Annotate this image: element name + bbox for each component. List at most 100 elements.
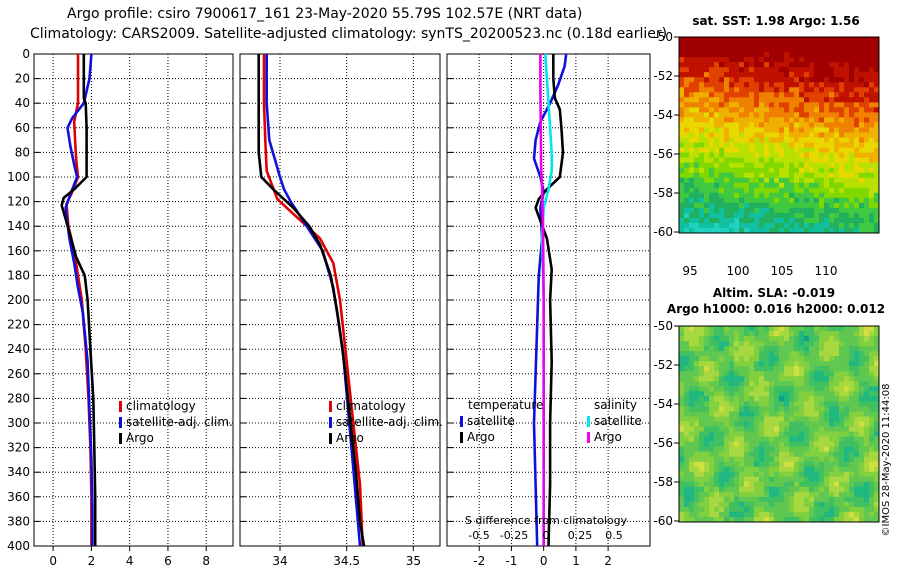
sla-cell [809, 401, 815, 407]
sla-cell [704, 431, 710, 437]
sla-cell [759, 491, 765, 498]
sla-cell [804, 491, 810, 498]
sla-cell [694, 471, 700, 478]
sla-cell [689, 416, 695, 422]
sst-cell [799, 67, 805, 73]
sst-cell [704, 132, 710, 138]
sla-cell [844, 361, 850, 367]
sla-cell [799, 336, 805, 342]
sst-cell [689, 57, 695, 63]
sst-cell [834, 57, 840, 63]
sla-cell [734, 346, 740, 352]
sla-cell [839, 336, 845, 342]
sst-cell [754, 107, 760, 113]
sst-cell [704, 152, 710, 159]
sla-cell [719, 416, 725, 422]
sla-cell [829, 376, 835, 382]
sla-cell [694, 366, 700, 372]
sst-cell [804, 122, 810, 128]
sla-cell [744, 506, 750, 513]
sst-cell [814, 112, 820, 118]
sst-cell [819, 92, 825, 98]
sst-cell [744, 217, 750, 224]
sst-cell [864, 212, 870, 219]
sst-cell [679, 177, 685, 184]
sst-cell [724, 217, 730, 224]
sla-cell [754, 456, 760, 463]
sla-cell [849, 431, 855, 437]
sla-cell [724, 491, 730, 498]
sla-cell [874, 341, 880, 347]
sla-cell [824, 376, 830, 382]
sla-cell [854, 406, 860, 412]
sst-cell [789, 212, 795, 219]
sst-cell [709, 37, 715, 43]
sla-cell [724, 391, 730, 397]
sla-cell [759, 376, 765, 382]
sla-cell [759, 346, 765, 352]
sla-cell [709, 431, 715, 437]
sst-cell [849, 127, 855, 133]
sla-cell [869, 331, 875, 337]
sst-cell [714, 187, 720, 194]
sla-cell [789, 466, 795, 473]
sst-cell [849, 77, 855, 83]
sla-cell [719, 381, 725, 387]
sst-cell [759, 87, 765, 93]
sst-cell [799, 192, 805, 199]
sst-cell [709, 162, 715, 169]
sla-cell [694, 491, 700, 498]
sst-cell [869, 47, 875, 53]
sst-cell [844, 162, 850, 169]
sla-cell [764, 386, 770, 392]
sla-cell [849, 356, 855, 362]
sla-cell [739, 366, 745, 372]
sla-cell [759, 401, 765, 407]
sst-cell [799, 37, 805, 43]
sla-cell [769, 436, 775, 442]
sst-cell [754, 82, 760, 88]
sst-cell [869, 92, 875, 98]
sla-cell [739, 416, 745, 422]
sla-cell [789, 426, 795, 432]
sla-cell [739, 501, 745, 508]
sla-cell [699, 476, 705, 483]
sla-cell [814, 436, 820, 442]
sst-cell [689, 142, 695, 148]
sla-cell [839, 471, 845, 478]
sla-cell [744, 426, 750, 432]
sla-cell [764, 461, 770, 468]
sst-cell [829, 182, 835, 189]
sla-map-lat-label-3: -56 [653, 436, 673, 450]
sst-cell [784, 197, 790, 204]
sla-cell [719, 341, 725, 347]
sst-cell [744, 42, 750, 48]
sst-cell [719, 177, 725, 184]
sst-cell [854, 42, 860, 48]
sst-cell [784, 137, 790, 143]
sla-cell [679, 376, 685, 382]
sst-cell [779, 92, 785, 98]
sst-cell [779, 127, 785, 133]
sla-cell [694, 486, 700, 493]
sst-cell [724, 47, 730, 53]
sst-cell [834, 162, 840, 169]
sst-cell [769, 137, 775, 143]
sst-cell [869, 162, 875, 169]
sst-cell [719, 72, 725, 78]
sla-cell [734, 486, 740, 493]
sst-cell [769, 227, 775, 234]
sst-cell [759, 127, 765, 133]
sla-cell [834, 446, 840, 453]
sst-cell [814, 97, 820, 103]
depth-label-9: 180 [7, 268, 30, 282]
sst-cell [704, 197, 710, 204]
sla-cell [829, 491, 835, 498]
sla-cell [744, 446, 750, 453]
sst-cell [799, 202, 805, 209]
sst-cell [824, 132, 830, 138]
sst-cell [714, 192, 720, 199]
sst-cell [719, 57, 725, 63]
sst-cell [719, 182, 725, 189]
sst-cell [724, 127, 730, 133]
